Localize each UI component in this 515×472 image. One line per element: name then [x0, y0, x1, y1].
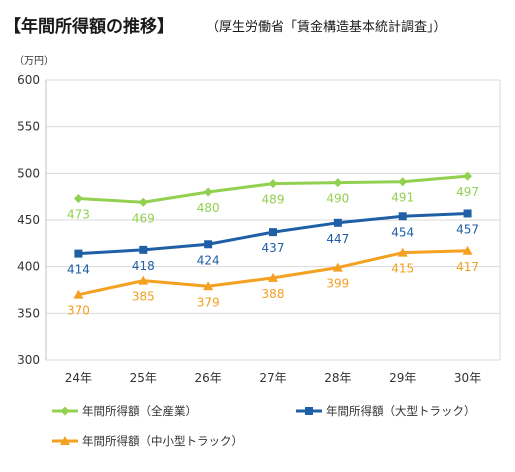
data-label: 399	[326, 277, 349, 291]
x-axis: 24年 25年 26年 27年 28年 29年 30年	[65, 371, 481, 385]
data-point	[139, 245, 148, 254]
data-label: 457	[456, 222, 479, 236]
y-axis: 300 350 400 450 500 550 600	[17, 73, 40, 367]
data-point	[138, 275, 149, 285]
legend-marker	[60, 406, 70, 416]
data-label: 437	[262, 241, 285, 255]
legend-label: 年間所得額（中小型トラック）	[82, 434, 243, 448]
data-label: 418	[132, 259, 155, 273]
legend-marker	[305, 407, 313, 415]
data-point	[203, 281, 214, 291]
y-tick-label: 300	[17, 353, 40, 367]
data-label: 447	[326, 232, 349, 246]
data-label: 415	[391, 262, 414, 276]
data-point	[398, 212, 407, 221]
y-tick-label: 450	[17, 213, 40, 227]
y-tick-label: 400	[17, 260, 40, 274]
data-label: 379	[197, 295, 220, 309]
data-point	[333, 178, 343, 188]
data-label: 388	[262, 287, 285, 301]
data-point	[73, 289, 84, 299]
series-3: 370 385 379 388 399 415 417	[67, 245, 479, 318]
data-label: 414	[67, 263, 90, 277]
y-tick-label: 350	[17, 306, 40, 320]
data-point	[138, 197, 148, 207]
data-point	[268, 272, 278, 282]
series-1: 473 469 480 489 490 491 497	[67, 171, 479, 225]
data-label: 480	[197, 201, 220, 215]
data-label: 385	[132, 290, 155, 304]
legend: 年間所得額（全産業） 年間所得額（大型トラック） 年間所得額（中小型トラック）	[52, 404, 476, 448]
x-tick-label: 24年	[65, 371, 92, 385]
data-label: 469	[132, 211, 155, 225]
data-label: 454	[391, 225, 414, 239]
data-point	[463, 171, 473, 181]
legend-marker	[60, 436, 70, 445]
y-tick-label: 600	[17, 73, 40, 87]
series-2: 414 418 424 437 447 454 457	[67, 209, 479, 277]
data-point	[269, 228, 277, 237]
data-point	[332, 262, 343, 272]
data-point	[73, 194, 83, 204]
legend-item: 年間所得額（大型トラック）	[296, 404, 476, 418]
data-point	[204, 240, 213, 249]
data-point	[463, 209, 472, 218]
data-point	[397, 247, 408, 257]
data-label: 424	[197, 253, 220, 267]
data-label: 473	[67, 208, 90, 222]
data-point	[333, 218, 342, 227]
data-point	[74, 249, 83, 258]
x-tick-label: 28年	[324, 371, 351, 385]
data-point	[398, 177, 408, 187]
legend-item: 年間所得額（中小型トラック）	[52, 434, 243, 448]
x-tick-label: 27年	[259, 371, 286, 385]
chart-subtitle: （厚生労働省「賃金構造基本統計調査」）	[206, 20, 447, 35]
y-axis-unit-label: （万円）	[14, 55, 54, 67]
data-point	[203, 187, 213, 197]
grid-lines	[45, 79, 501, 361]
data-label: 417	[456, 260, 479, 274]
y-tick-label: 550	[17, 120, 40, 134]
data-label: 489	[262, 193, 285, 207]
legend-item: 年間所得額（全産業）	[52, 404, 197, 418]
data-label: 370	[67, 304, 90, 318]
legend-label: 年間所得額（大型トラック）	[326, 404, 476, 418]
data-point	[268, 179, 278, 189]
x-tick-label: 30年	[454, 371, 481, 385]
chart-title: 【年間所得額の推移】	[4, 17, 174, 37]
x-tick-label: 26年	[195, 371, 222, 385]
data-label: 490	[326, 192, 349, 206]
x-tick-label: 25年	[130, 371, 157, 385]
x-tick-label: 29年	[389, 371, 416, 385]
legend-label: 年間所得額（全産業）	[82, 404, 197, 418]
data-point	[462, 245, 473, 255]
y-tick-label: 500	[17, 166, 40, 180]
data-label: 497	[456, 185, 479, 199]
data-label: 491	[391, 191, 414, 205]
